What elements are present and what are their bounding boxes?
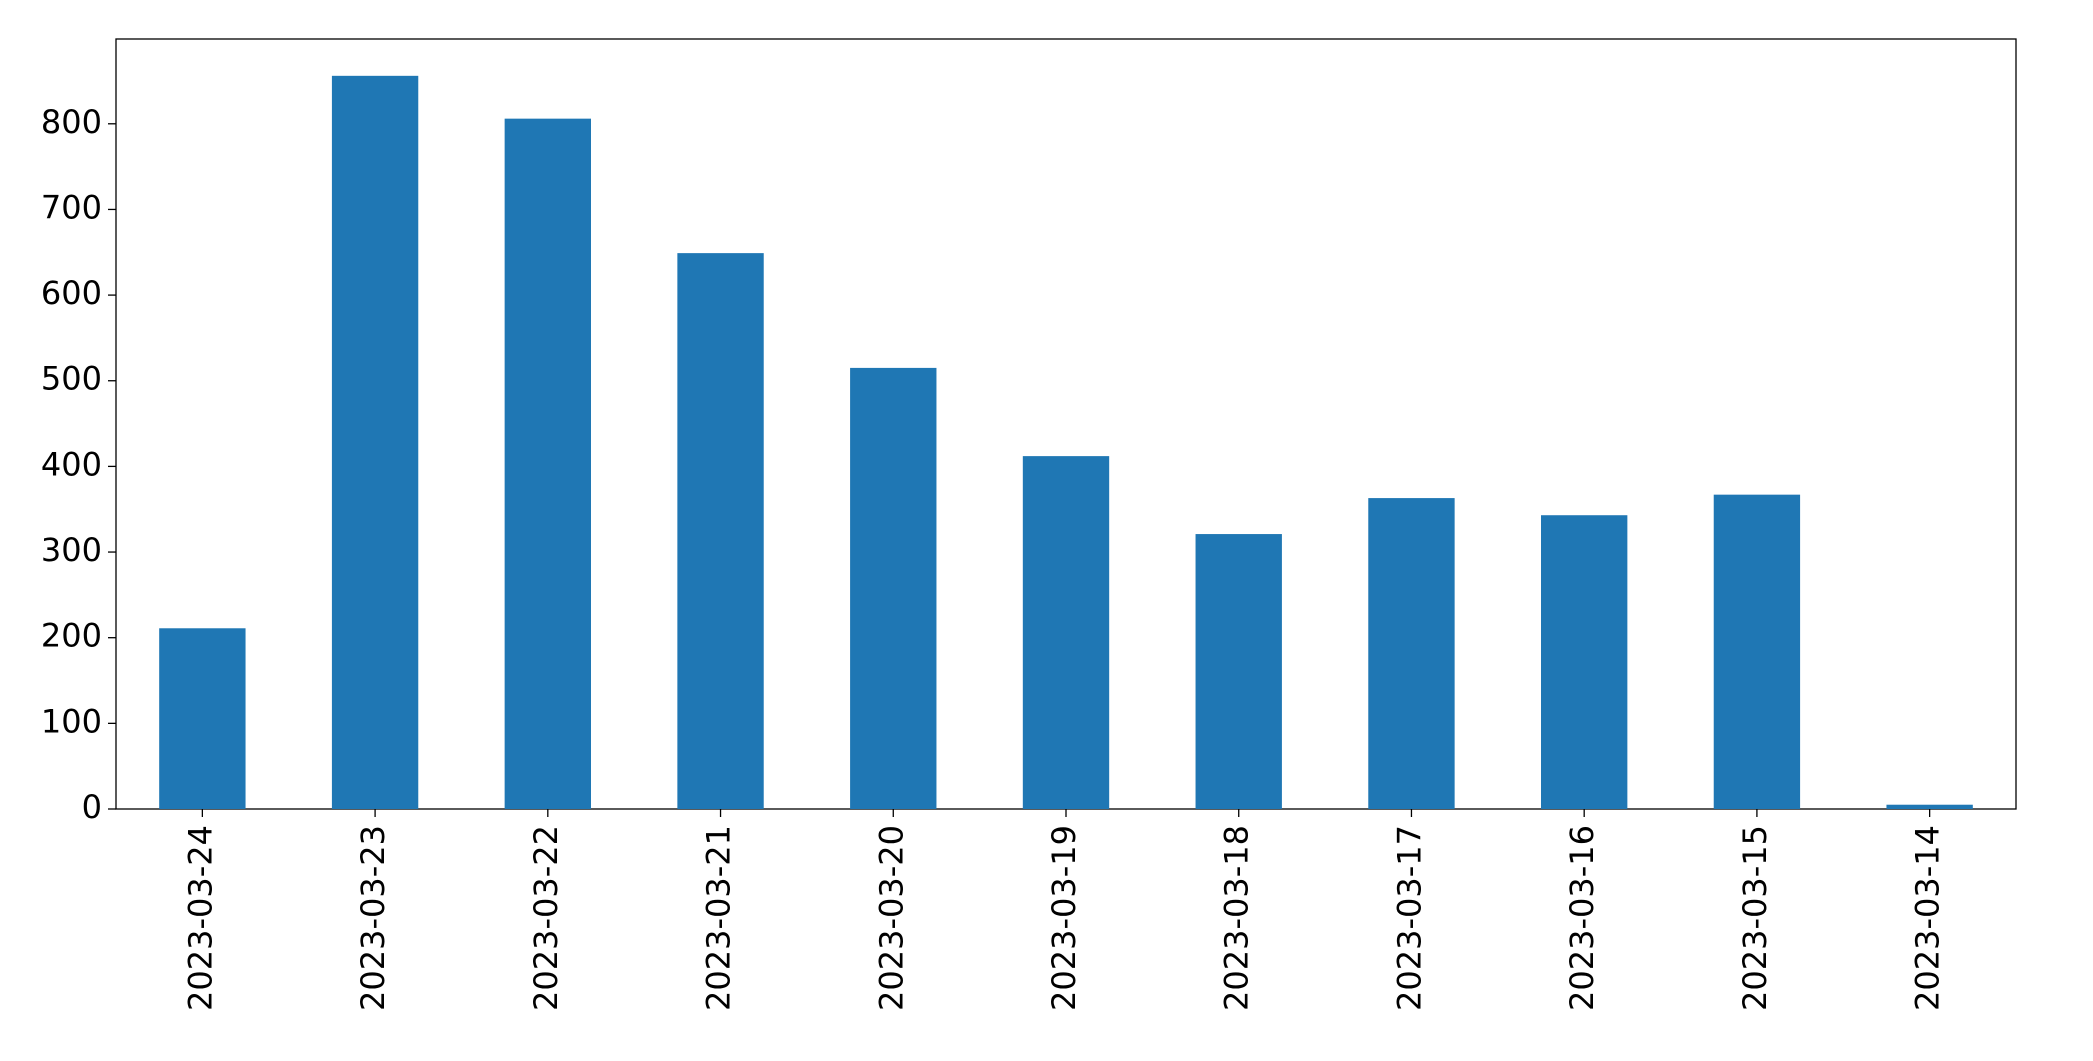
x-tick-label: 2023-03-21 [700, 825, 738, 1011]
y-tick-label: 300 [41, 531, 102, 569]
bar [677, 253, 764, 809]
bar [1195, 534, 1282, 809]
x-tick-label: 2023-03-23 [354, 825, 392, 1011]
bar [1368, 498, 1455, 809]
x-tick-label: 2023-03-14 [1909, 825, 1947, 1011]
y-tick-label: 600 [41, 274, 102, 312]
bar [504, 118, 591, 810]
y-tick-label: 400 [41, 445, 102, 483]
x-tick-label: 2023-03-22 [527, 825, 565, 1011]
x-tick-label: 2023-03-19 [1045, 825, 1083, 1011]
x-tick-label: 2023-03-16 [1563, 825, 1601, 1011]
bar [1886, 804, 1973, 809]
bar [1022, 456, 1110, 809]
y-tick-label: 800 [41, 103, 102, 141]
x-tick-label: 2023-03-20 [872, 825, 910, 1011]
y-tick-label: 0 [82, 788, 102, 826]
bar [331, 75, 419, 809]
x-tick-label: 2023-03-18 [1218, 825, 1256, 1011]
bar [159, 628, 246, 809]
x-tick-label: 2023-03-15 [1736, 825, 1774, 1011]
y-tick-label: 200 [41, 617, 102, 655]
bar [850, 367, 937, 809]
y-tick-label: 100 [41, 702, 102, 740]
bar [1541, 515, 1628, 809]
x-tick-label: 2023-03-17 [1390, 825, 1428, 1011]
y-tick-label: 700 [41, 188, 102, 226]
y-tick-label: 500 [41, 360, 102, 398]
bar [1713, 494, 1801, 809]
x-tick-label: 2023-03-24 [181, 825, 219, 1011]
